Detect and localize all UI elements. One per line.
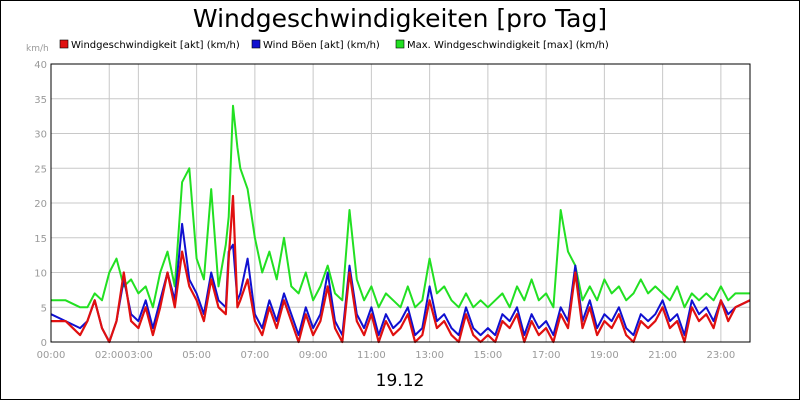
x-tick-label: 07:00 (240, 350, 269, 361)
series-line-1 (50, 222, 751, 343)
y-tick-label: 10 (34, 269, 47, 280)
series-line-2 (51, 104, 750, 309)
legend-label: Wind Böen [akt] (km/h) (263, 40, 380, 51)
y-tick-label: 0 (41, 338, 47, 349)
legend: Windgeschwindigkeit [akt] (km/h) Wind Böe… (59, 39, 609, 51)
x-tick-label: 03:00 (124, 350, 153, 361)
legend-swatch (59, 39, 69, 49)
legend-label: Windgeschwindigkeit [akt] (km/h) (71, 40, 240, 51)
x-tick-label: 15:00 (473, 350, 502, 361)
x-tick-label: 00:00 (37, 350, 66, 361)
series-line-0 (51, 194, 751, 344)
legend-swatch (251, 39, 261, 49)
x-tick-label: 02:00 (95, 350, 124, 361)
y-tick-label: 30 (34, 130, 47, 141)
x-tick-label: 11:00 (357, 350, 386, 361)
y-axis-ticks: 0 5 10 15 20 25 30 35 40 (34, 60, 47, 349)
grid (50, 63, 750, 343)
y-axis-unit-label: km/h (26, 44, 49, 54)
chart-title: Windgeschwindigkeiten [pro Tag] (193, 4, 607, 33)
x-tick-label: 05:00 (182, 350, 211, 361)
y-tick-label: 40 (34, 60, 47, 71)
x-tick-label: 19:00 (590, 350, 619, 361)
legend-swatch (395, 39, 405, 49)
x-tick-label: 23:00 (706, 350, 735, 361)
y-tick-label: 35 (34, 95, 47, 106)
series-group (50, 104, 751, 344)
x-axis-ticks: 00:00 02:00 03:00 05:00 07:00 09:00 11:00 13:00… (37, 350, 736, 361)
x-tick-label: 13:00 (415, 350, 444, 361)
x-tick-label: 17:00 (532, 350, 561, 361)
x-tick-label: 09:00 (299, 350, 328, 361)
x-axis-date-label: 19.12 (376, 371, 425, 391)
y-tick-label: 20 (34, 199, 47, 210)
legend-label: Max. Windgeschwindigkeit [max] (km/h) (407, 40, 609, 51)
plot-border (50, 63, 751, 343)
y-tick-label: 5 (41, 303, 47, 314)
y-tick-label: 25 (34, 164, 47, 175)
y-tick-label: 15 (34, 234, 47, 245)
x-tick-label: 21:00 (648, 350, 677, 361)
